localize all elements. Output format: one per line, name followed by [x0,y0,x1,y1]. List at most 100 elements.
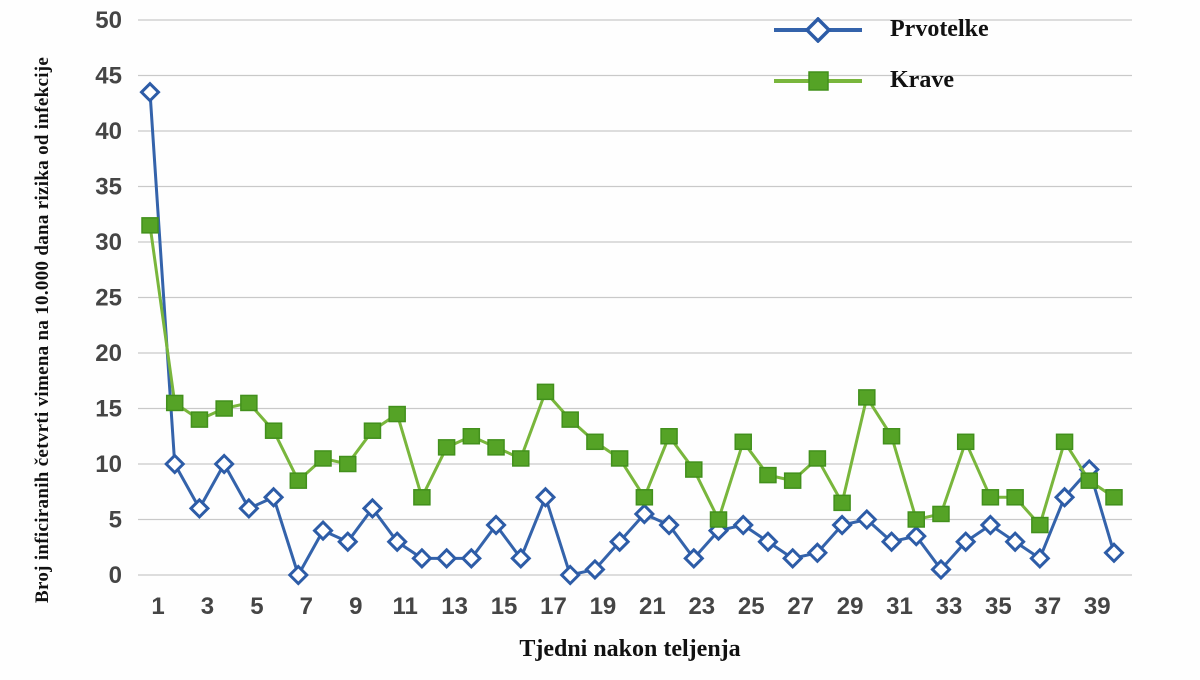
data-point-diamond [238,497,260,520]
data-point-square [1055,433,1074,451]
data-point-diamond [386,531,408,553]
data-point-square [536,383,555,401]
x-tick-label: 37 [1034,593,1061,620]
data-point-square [363,422,382,439]
x-axis-title: Tjedni nakon teljenja [519,636,741,662]
x-tick-label: 11 [392,593,417,620]
y-tick-label: 10 [95,451,122,478]
series-line [148,225,1115,527]
data-point-diamond [1053,486,1076,508]
data-point-diamond [757,531,779,553]
x-tick-label: 21 [639,593,666,620]
data-point-diamond [658,514,680,536]
x-tick-label: 3 [201,593,214,620]
data-point-square [338,455,357,473]
series-krave [141,217,1123,534]
legend-label-krave: Krave [890,67,954,93]
data-point-diamond [188,497,211,520]
x-tick-label: 33 [936,593,963,620]
y-tick-label: 5 [109,507,122,534]
x-tick-label: 35 [985,593,1012,620]
data-point-diamond [930,558,952,581]
data-point-square [487,439,505,456]
data-point-diamond [831,514,853,536]
data-point-diamond [905,525,927,547]
data-point-diamond [411,547,433,569]
data-point-square [141,217,159,234]
data-point-diamond [856,508,878,531]
y-axis-title: Broj inficiranih četvrti vimena na 10.00… [32,56,53,604]
data-point-square [981,489,1000,506]
x-tick-label: 1 [151,593,164,620]
data-point-square [165,394,184,412]
y-tick-label: 25 [95,285,122,312]
data-point-diamond [633,503,655,525]
data-point-square [734,433,752,451]
data-point-diamond [782,547,804,569]
x-tick-label: 17 [540,593,567,620]
data-point-square [833,494,851,512]
data-point-square [685,461,703,478]
data-point-diamond [1029,547,1051,569]
square-marker-icon [774,70,862,91]
x-tick-label: 7 [300,593,313,620]
data-point-square [1006,489,1024,506]
data-point-square [388,405,406,423]
x-tick-label: 19 [590,593,617,620]
data-point-square [907,511,926,528]
data-point-square [561,411,579,428]
data-point-diamond [164,453,186,475]
data-point-diamond [1004,531,1026,553]
data-point-diamond [955,531,977,553]
y-tick-label: 0 [109,562,122,589]
y-tick-label: 15 [95,396,122,423]
x-tick-label: 31 [886,593,913,620]
data-point-diamond [1103,542,1125,564]
data-point-square [1031,516,1049,534]
x-tick-label: 23 [688,593,715,620]
legend-item-krave: Krave [772,67,989,94]
series-prvotelke [139,81,1125,586]
data-point-diamond [979,514,1002,536]
x-tick-labels: 1 3 5 7 9 11 13 15 17 19 21 23 25 27 29 31 33 35 37 39 [151,593,1110,620]
y-tick-label: 20 [95,340,122,367]
data-point-square [783,472,802,489]
data-point-square [215,400,233,417]
data-point-diamond [337,531,359,553]
series-line [148,92,1116,577]
y-tick-label: 40 [95,118,122,145]
legend-label-prvotelke: Prvotelke [890,16,989,42]
data-point-square [413,489,431,506]
data-point-diamond [262,486,285,508]
data-point-square [858,389,876,406]
x-tick-label: 29 [837,593,864,620]
data-point-square [437,439,456,456]
data-point-diamond [435,547,458,569]
y-tick-label: 45 [95,63,122,90]
x-tick-label: 13 [441,593,468,620]
data-point-diamond [485,514,507,536]
data-point-diamond [139,81,161,103]
x-tick-label: 15 [491,593,518,620]
y-tick-label: 30 [95,229,122,256]
data-point-diamond [287,564,309,586]
data-point-diamond [361,497,384,520]
data-point-square [610,450,629,467]
data-point-diamond [460,547,482,569]
y-tick-label: 50 [95,7,122,34]
data-point-diamond [213,453,235,475]
data-point-diamond [312,519,334,542]
legend-item-prvotelke: Prvotelke [772,16,989,43]
chart-legend: Prvotelke Krave [772,16,989,94]
data-point-diamond [534,486,557,508]
data-point-square [660,428,678,445]
data-point-diamond [510,547,532,569]
gridlines [138,19,1132,576]
diamond-marker-icon [774,16,862,43]
data-point-square [759,466,777,484]
data-point-square [635,489,654,506]
data-point-diamond [559,564,581,586]
data-point-square [956,433,975,451]
